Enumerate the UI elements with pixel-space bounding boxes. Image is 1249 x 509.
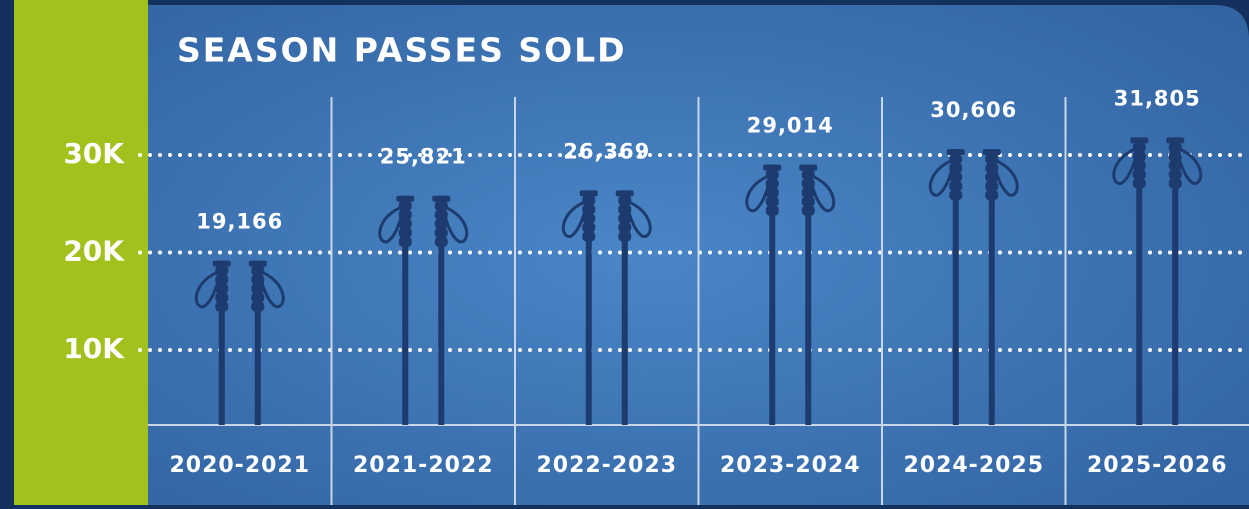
pole-grip [802, 188, 815, 198]
pole-grip [399, 201, 412, 211]
pole-grip [215, 293, 228, 303]
pole-grip [618, 231, 631, 241]
pole-grip [435, 228, 448, 238]
pole-grip [251, 275, 264, 285]
value-label: 25,821 [380, 145, 467, 169]
pole-grip [1133, 178, 1146, 188]
pole-grip [1169, 169, 1182, 179]
pole-grip [949, 172, 962, 182]
x-tick-label: 2025-2026 [1087, 453, 1228, 478]
pole-grip [1169, 178, 1182, 188]
pole-grip [618, 222, 631, 232]
pole-grip [949, 163, 962, 173]
pole-grip [802, 170, 815, 180]
pole-grip [215, 302, 228, 312]
pole-grip [1133, 160, 1146, 170]
pole-grip [399, 210, 412, 220]
pole-grip [435, 201, 448, 211]
page: SEASON PASSES SOLD 10K 20K 30K 2020-2021 19,… [0, 0, 1249, 505]
pole-grip [1133, 151, 1146, 161]
pole-grip [802, 197, 815, 207]
x-tick-label: 2021-2022 [353, 453, 494, 478]
pole-grip [215, 275, 228, 285]
x-tick-label: 2022-2023 [536, 453, 677, 478]
pole-grip [766, 206, 779, 216]
pole-grip [949, 154, 962, 164]
pole-grip [582, 204, 595, 214]
pole-grip [1169, 160, 1182, 170]
pole-grip [582, 231, 595, 241]
pole-grip [949, 190, 962, 200]
pole-grip [766, 197, 779, 207]
pole-grip [766, 170, 779, 180]
pole-grip [251, 284, 264, 294]
pole-grip [1133, 169, 1146, 179]
pole-grip [251, 302, 264, 312]
pole-grip [582, 222, 595, 232]
pole-grip [435, 219, 448, 229]
value-label: 29,014 [747, 114, 834, 138]
pole-grip [399, 219, 412, 229]
pole-grip [251, 293, 264, 303]
pole-grip [215, 266, 228, 276]
value-label: 19,166 [196, 210, 283, 234]
pole-grip [766, 179, 779, 189]
pole-grip [766, 188, 779, 198]
pole-grip [215, 284, 228, 294]
pole-grip [949, 181, 962, 191]
pole-grip [435, 210, 448, 220]
pole-grip [582, 213, 595, 223]
pole-grip [618, 213, 631, 223]
pole-grip [985, 154, 998, 164]
x-tick-label: 2024-2025 [903, 453, 1044, 478]
value-label: 30,606 [930, 98, 1017, 122]
pole-grip [802, 179, 815, 189]
pole-grip [399, 228, 412, 238]
pole-grip [985, 190, 998, 200]
pole-grip [251, 266, 264, 276]
y-tick-label: 20K [63, 235, 125, 268]
chart: SEASON PASSES SOLD 10K 20K 30K 2020-2021 19,… [0, 0, 1249, 505]
pole-grip [985, 181, 998, 191]
pole-grip [985, 163, 998, 173]
pole-grip [618, 195, 631, 205]
x-tick-label: 2023-2024 [720, 453, 861, 478]
value-label: 26,369 [563, 139, 650, 163]
pole-grip [618, 204, 631, 214]
pole-grip [435, 237, 448, 247]
chart-title: SEASON PASSES SOLD [177, 31, 627, 70]
pole-grip [1133, 142, 1146, 152]
pole-grip [985, 172, 998, 182]
x-tick-label: 2020-2021 [169, 453, 310, 478]
pole-grip [1169, 142, 1182, 152]
pole-grip [802, 206, 815, 216]
pole-grip [1169, 151, 1182, 161]
y-tick-label: 10K [63, 332, 125, 365]
y-tick-label: 30K [63, 137, 125, 170]
pole-grip [582, 195, 595, 205]
pole-grip [399, 237, 412, 247]
value-label: 31,805 [1114, 86, 1201, 110]
